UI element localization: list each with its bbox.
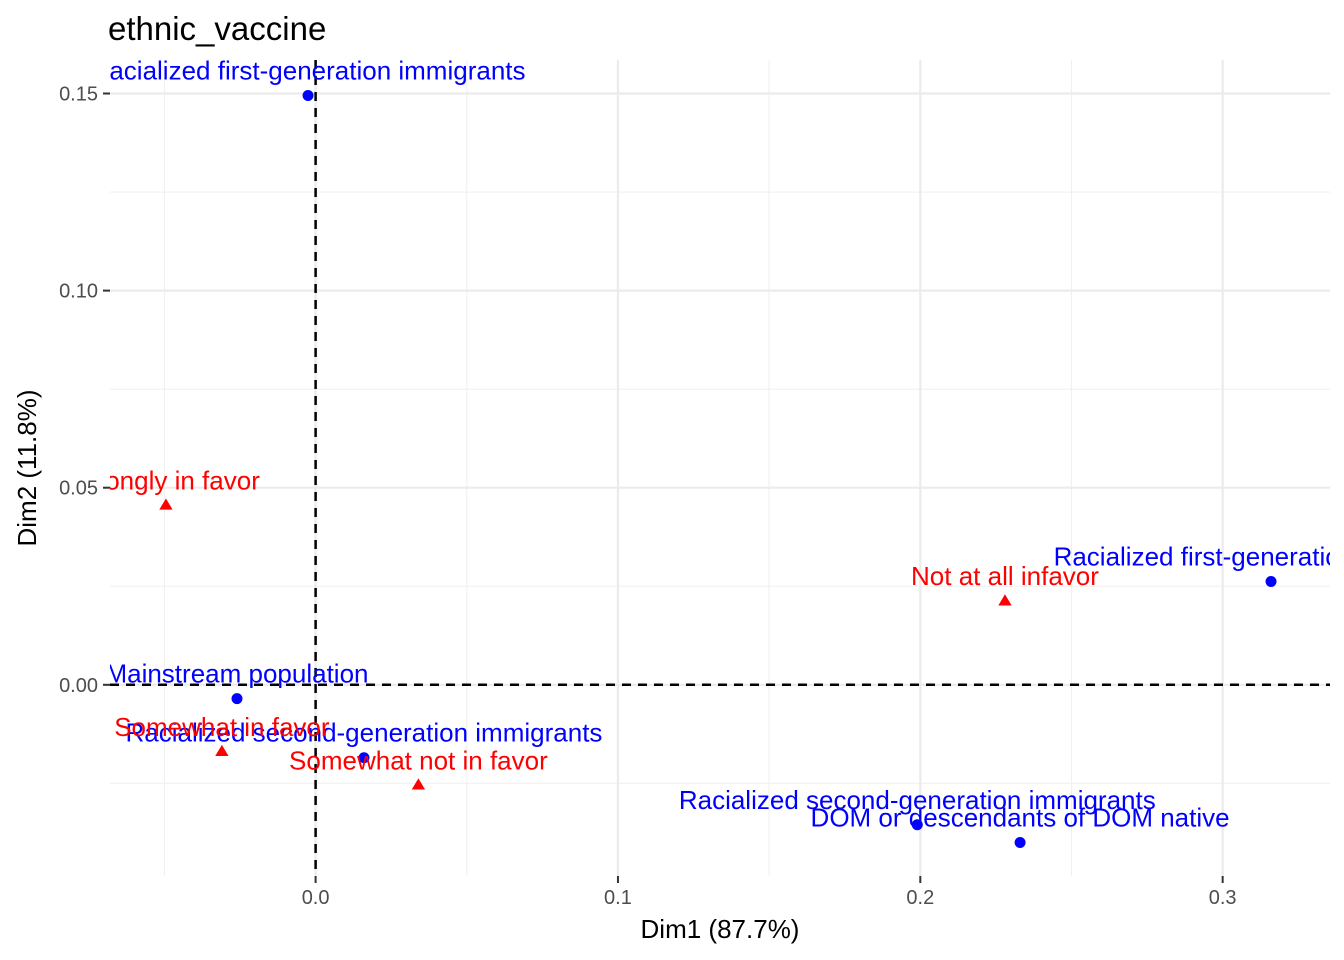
y-tick-label-1: 0.05	[59, 478, 98, 500]
point-0-3	[358, 752, 370, 764]
point-label-0-1: Racialized first-generation immigrants	[1054, 542, 1344, 572]
point-label-1-2: Somewhat in favor	[114, 712, 330, 742]
point-0-4	[911, 819, 923, 831]
point-0-5	[1014, 836, 1026, 848]
point-1-1	[998, 594, 1012, 606]
point-label-0-4: Racialized second-generation immigrants	[679, 785, 1156, 815]
point-1-3	[411, 778, 426, 790]
x-axis-title: Dim1 (87.7%)	[641, 914, 800, 944]
point-label-1-0: Strongly in favor	[72, 465, 260, 495]
point-label-0-0: Racialized first-generation immigrants	[91, 55, 526, 85]
point-0-0	[302, 89, 314, 101]
point-label-0-2: Mainstream population	[105, 659, 368, 689]
x-tick-label-0: 0.0	[302, 887, 330, 909]
plot-panel	[110, 60, 1330, 876]
point-label-1-3: Somewhat not in favor	[289, 745, 548, 775]
y-tick-label-2: 0.10	[59, 281, 98, 303]
minor-gridlines	[110, 60, 1330, 876]
x-tick-label-1: 0.1	[604, 887, 632, 909]
point-labels: Racialized first-generation immigrants Ra…	[72, 55, 1344, 832]
x-axis: 0.0 0.1 0.2 0.3	[302, 876, 1237, 909]
x-tick-label-3: 0.3	[1209, 887, 1237, 909]
point-0-2	[231, 693, 243, 705]
y-tick-label-0: 0.00	[59, 675, 98, 697]
point-label-0-3: Racialized second-generation immigrants	[126, 718, 603, 748]
point-label-1-1: Not at all infavor	[911, 561, 1099, 591]
reference-lines	[110, 60, 1330, 876]
point-0-1	[1265, 576, 1277, 588]
y-axis-title: Dim2 (11.8%)	[12, 389, 42, 546]
y-axis: 0.00 0.05 0.10 0.15	[59, 84, 110, 697]
x-tick-label-2: 0.2	[906, 887, 934, 909]
point-1-0	[159, 498, 173, 510]
chart-title: ethnic_vaccine	[108, 10, 326, 47]
point-1-2	[215, 744, 229, 757]
y-tick-label-3: 0.15	[59, 84, 98, 106]
data-points	[159, 89, 1277, 848]
point-label-0-5: DOM or descendants of DOM native	[811, 802, 1230, 832]
